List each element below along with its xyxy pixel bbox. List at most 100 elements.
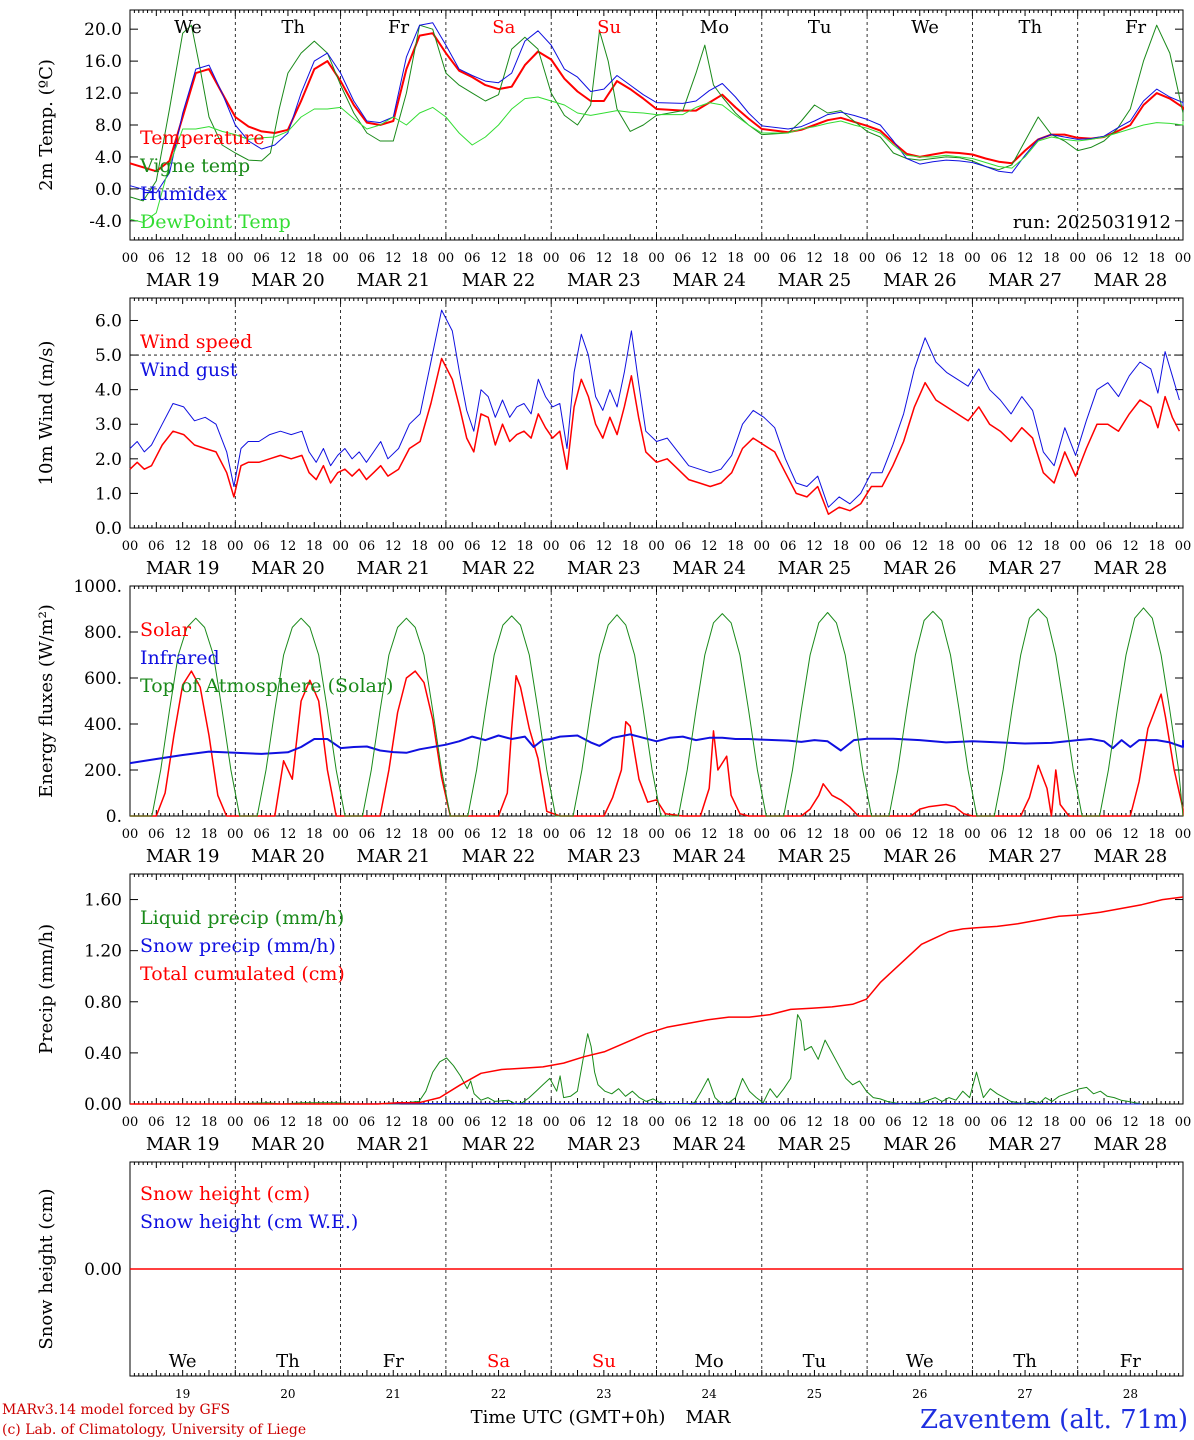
footer-model-credit: MARv3.14 model forced by GFS [2, 1402, 230, 1418]
x-hour-label: 18 [411, 251, 428, 266]
x-hour-label: 18 [1043, 539, 1060, 554]
x-hour-label: 18 [1148, 539, 1165, 554]
x-hour-label: 12 [911, 539, 928, 554]
x-hour-label: 18 [201, 251, 218, 266]
x-hour-label: 00 [1175, 1115, 1192, 1130]
y-tick-label: 0.0 [95, 180, 122, 200]
x-hour-label: 00 [859, 1115, 876, 1130]
x-hour-label: 18 [938, 827, 955, 842]
legend-entry: Infrared [140, 647, 220, 669]
x-hour-label: 06 [885, 251, 902, 266]
x-hour-label: 18 [622, 251, 639, 266]
series-line-solar [130, 670, 1184, 817]
x-hour-label: 00 [964, 827, 981, 842]
x-hour-label: 12 [1122, 1115, 1139, 1130]
weekday-label: Tu [808, 17, 832, 38]
x-hour-label: 06 [359, 827, 376, 842]
y-tick-label: 3.0 [95, 415, 122, 435]
x-hour-label: 18 [306, 251, 323, 266]
x-hour-label: 00 [754, 1115, 771, 1130]
x-hour-label: 18 [306, 539, 323, 554]
footer-lab-credit: (c) Lab. of Climatology, University of L… [2, 1422, 306, 1438]
x-hour-label: 12 [490, 1115, 507, 1130]
x-date-label: MAR 22 [462, 270, 536, 291]
weekday-label: Th [276, 1351, 300, 1372]
x-date-label: MAR 21 [356, 846, 430, 867]
y-tick-label: 0.0 [95, 519, 122, 539]
weekday-label: Su [597, 17, 621, 38]
day-number-label: 21 [386, 1387, 401, 1401]
x-hour-label: 06 [780, 251, 797, 266]
legend-entry: DewPoint Temp [140, 211, 291, 233]
series-line-temperature [129, 32, 1184, 173]
x-hour-label: 06 [1096, 1115, 1113, 1130]
weekday-label: We [169, 1351, 197, 1372]
x-hour-label: 18 [833, 539, 850, 554]
x-hour-label: 18 [727, 539, 744, 554]
x-hour-label: 12 [596, 251, 613, 266]
x-hour-label: 18 [1043, 827, 1060, 842]
x-hour-label: 12 [174, 1115, 191, 1130]
legend-entry: Vigne temp [139, 155, 250, 177]
x-hour-label: 06 [253, 251, 270, 266]
x-hour-label: 06 [569, 1115, 586, 1130]
x-hour-label: 18 [622, 827, 639, 842]
day-number-label: 28 [1123, 1387, 1138, 1401]
weekday-label: Tu [803, 1351, 827, 1372]
x-hour-label: 06 [253, 827, 270, 842]
legend-entry: Snow height (cm W.E.) [140, 1211, 358, 1233]
y-tick-label: 800. [84, 623, 122, 643]
x-hour-label: 00 [648, 1115, 665, 1130]
x-hour-label: 12 [174, 251, 191, 266]
legend-entry: Solar [140, 619, 192, 641]
x-hour-label: 06 [885, 1115, 902, 1130]
x-date-label: MAR 20 [251, 270, 325, 291]
x-hour-label: 06 [1096, 827, 1113, 842]
x-date-label: MAR 26 [883, 270, 957, 291]
weekday-label: We [911, 17, 939, 38]
x-hour-label: 18 [517, 827, 534, 842]
x-hour-label: 18 [201, 1115, 218, 1130]
x-hour-label: 06 [780, 539, 797, 554]
x-hour-label: 18 [201, 827, 218, 842]
x-hour-label: 18 [306, 1115, 323, 1130]
x-hour-label: 00 [1069, 251, 1086, 266]
x-date-label: MAR 24 [672, 558, 746, 579]
series-line-liquid-precip-mm-h- [130, 1014, 1142, 1105]
x-hour-label: 00 [227, 827, 244, 842]
x-hour-label: 00 [964, 1115, 981, 1130]
x-hour-label: 12 [174, 539, 191, 554]
x-hour-label: 06 [148, 251, 165, 266]
x-hour-label: 00 [227, 539, 244, 554]
x-hour-label: 12 [1017, 1115, 1034, 1130]
x-date-label: MAR 20 [251, 558, 325, 579]
x-date-label: MAR 21 [356, 270, 430, 291]
x-hour-label: 12 [701, 251, 718, 266]
x-hour-label: 12 [280, 827, 297, 842]
y-axis-title: Energy fluxes (W/m²) [36, 604, 57, 798]
x-hour-label: 00 [648, 251, 665, 266]
y-axis-title: Precip (mm/h) [36, 924, 57, 1054]
x-hour-label: 06 [780, 827, 797, 842]
x-hour-label: 12 [385, 251, 402, 266]
x-date-label: MAR 27 [988, 558, 1062, 579]
x-date-label: MAR 26 [883, 1134, 957, 1155]
x-hour-label: 00 [122, 1115, 139, 1130]
x-hour-label: 18 [622, 539, 639, 554]
x-date-label: MAR 23 [567, 558, 641, 579]
x-hour-label: 18 [411, 827, 428, 842]
x-hour-label: 06 [675, 827, 692, 842]
x-hour-label: 00 [754, 827, 771, 842]
legend-entry: Snow height (cm) [140, 1183, 310, 1205]
x-date-label: MAR 24 [672, 1134, 746, 1155]
x-hour-label: 12 [701, 1115, 718, 1130]
weekday-label: Su [592, 1351, 616, 1372]
y-tick-label: 0.40 [84, 1044, 122, 1064]
x-hour-label: 12 [806, 827, 823, 842]
legend-entry: Liquid precip (mm/h) [140, 907, 344, 929]
y-tick-label: 6.0 [95, 311, 122, 331]
x-hour-label: 18 [727, 1115, 744, 1130]
chart-panel-5: 0.00 Snow height (cm) Snow height (cm) Snow… [36, 1161, 1184, 1401]
x-date-label: MAR 23 [567, 1134, 641, 1155]
x-date-label: MAR 19 [146, 1134, 220, 1155]
